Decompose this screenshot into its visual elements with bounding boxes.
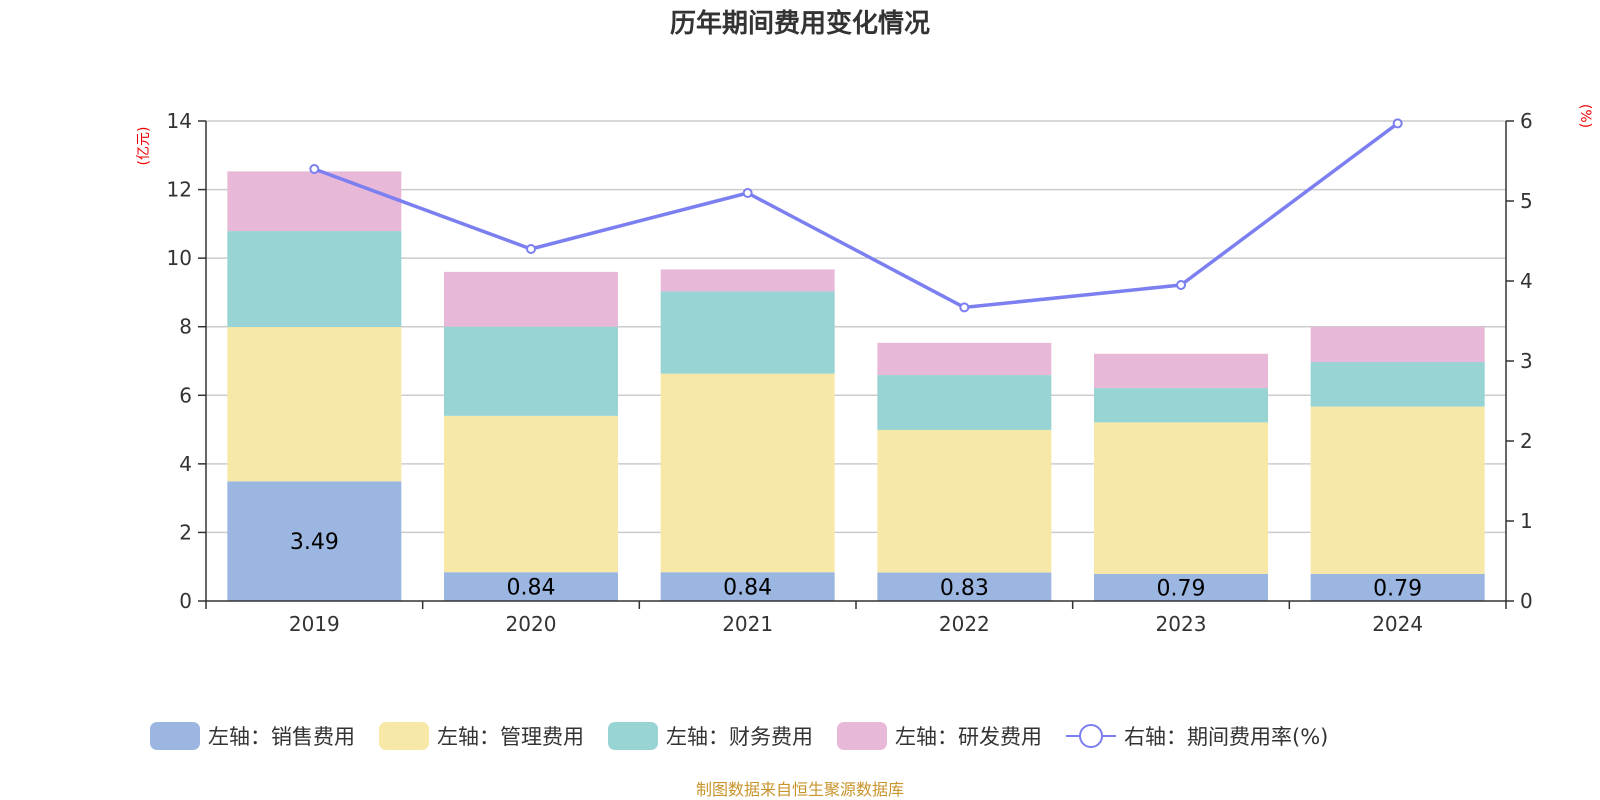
legend-label: 右轴：期间费用率(%) — [1124, 725, 1328, 749]
bar-segment-2021-1 — [660, 572, 835, 601]
grid-lines — [206, 120, 1506, 534]
bar-segment-2019-2 — [227, 327, 402, 482]
right-tick-label: 2 — [1520, 429, 1533, 453]
bar-segment-2021-2 — [660, 373, 835, 573]
expense-rate-point-2020 — [526, 244, 536, 254]
bar-segment-2023-2 — [1094, 422, 1268, 574]
legend-label: 左轴：管理费用 — [437, 725, 584, 749]
legend-item-1[interactable]: 左轴：销售费用 — [150, 722, 355, 750]
bar-segment-2020-3 — [444, 326, 618, 416]
data-label-2024: 0.79 — [1373, 576, 1422, 601]
x-tick-label-2021: 2021 — [722, 612, 773, 636]
expense-rate-line — [309, 118, 1403, 313]
x-tick-label-2024: 2024 — [1372, 612, 1423, 636]
left-tick-label: 12 — [167, 178, 192, 202]
data-label-2023: 0.79 — [1157, 576, 1206, 601]
x-tick-label-2023: 2023 — [1156, 612, 1207, 636]
legend-marker-icon — [1079, 724, 1103, 748]
expense-rate-point-2019 — [309, 164, 320, 174]
bar-segment-2019-1 — [227, 481, 402, 601]
bar-segment-2023-1 — [1094, 573, 1268, 601]
legend: 左轴：销售费用 左轴：管理费用 左轴：财务费用 左轴：研发费用 右轴：期间费用率(%) — [150, 722, 1328, 750]
legend-swatch — [837, 722, 887, 750]
left-tick-label: 4 — [179, 452, 192, 476]
stacked-bars — [227, 171, 1485, 601]
left-tick-label: 14 — [167, 109, 192, 133]
bar-segment-2024-1 — [1310, 573, 1485, 601]
x-tick-label-2022: 2022 — [939, 612, 990, 636]
bar-segment-2022-3 — [877, 375, 1052, 430]
left-tick-label: 2 — [179, 520, 192, 544]
left-tick-label: 6 — [179, 383, 192, 407]
right-tick-label: 1 — [1520, 509, 1533, 533]
bar-segment-2023-4 — [1094, 353, 1268, 389]
left-tick-label: 10 — [167, 246, 192, 270]
right-tick-label: 5 — [1520, 189, 1533, 213]
legend-swatch — [608, 722, 658, 750]
source-note: 制图数据来自恒生聚源数据库 — [696, 780, 904, 799]
legend-item-4[interactable]: 左轴：研发费用 — [837, 722, 1042, 750]
left-axis-unit-label: (亿元) — [136, 127, 152, 166]
expense-rate-point-2021 — [742, 188, 753, 198]
legend-label: 左轴：财务费用 — [666, 725, 813, 749]
legend-label: 左轴：销售费用 — [208, 725, 355, 749]
expense-rate-point-2023 — [1176, 280, 1186, 290]
bar-segment-2022-1 — [877, 572, 1052, 601]
right-tick-label: 4 — [1520, 269, 1533, 293]
right-axis-unit-label: (%) — [1577, 104, 1593, 128]
expense-rate-polyline — [313, 121, 1399, 310]
data-label-2020: 0.84 — [507, 576, 556, 601]
x-tick-label-2019: 2019 — [289, 612, 340, 636]
left-tick-label: 0 — [179, 589, 192, 613]
bar-segment-2021-4 — [660, 269, 835, 292]
legend-label: 左轴：研发费用 — [895, 725, 1042, 749]
bar-segment-2024-2 — [1310, 406, 1485, 574]
bar-segment-2022-4 — [877, 342, 1052, 376]
x-tick-label-2020: 2020 — [506, 612, 557, 636]
right-tick-label: 0 — [1520, 589, 1533, 613]
bar-segment-2021-3 — [660, 291, 835, 374]
chart-title: 历年期间费用变化情况 — [670, 8, 930, 39]
legend-swatch — [379, 722, 429, 750]
data-label-2021: 0.84 — [723, 576, 772, 601]
bar-segment-2024-3 — [1310, 362, 1485, 407]
bar-segment-2019-3 — [227, 231, 402, 328]
legend-item-2[interactable]: 左轴：管理费用 — [379, 722, 584, 750]
expense-rate-point-2022 — [959, 302, 970, 313]
bar-data-labels: 3.49 0.84 0.84 0.83 0.79 0.79 — [290, 530, 1422, 601]
bar-segment-2023-3 — [1094, 388, 1268, 423]
right-tick-label: 3 — [1520, 349, 1533, 373]
data-label-2022: 0.83 — [940, 576, 989, 601]
bar-segment-2020-1 — [444, 572, 618, 601]
right-tick-label: 6 — [1520, 109, 1533, 133]
legend-item-5[interactable]: 右轴：期间费用率(%) — [1066, 724, 1328, 749]
data-label-2019: 3.49 — [290, 530, 339, 555]
bar-segment-2020-2 — [444, 415, 618, 573]
bar-segment-2022-2 — [877, 429, 1052, 573]
expense-rate-point-2024 — [1392, 118, 1403, 129]
legend-item-3[interactable]: 左轴：财务费用 — [608, 722, 813, 750]
left-tick-label: 8 — [179, 315, 192, 339]
bar-segment-2024-4 — [1310, 326, 1485, 363]
bar-segment-2019-4 — [227, 171, 402, 232]
bar-segment-2020-4 — [444, 271, 618, 327]
legend-swatch — [150, 722, 200, 750]
